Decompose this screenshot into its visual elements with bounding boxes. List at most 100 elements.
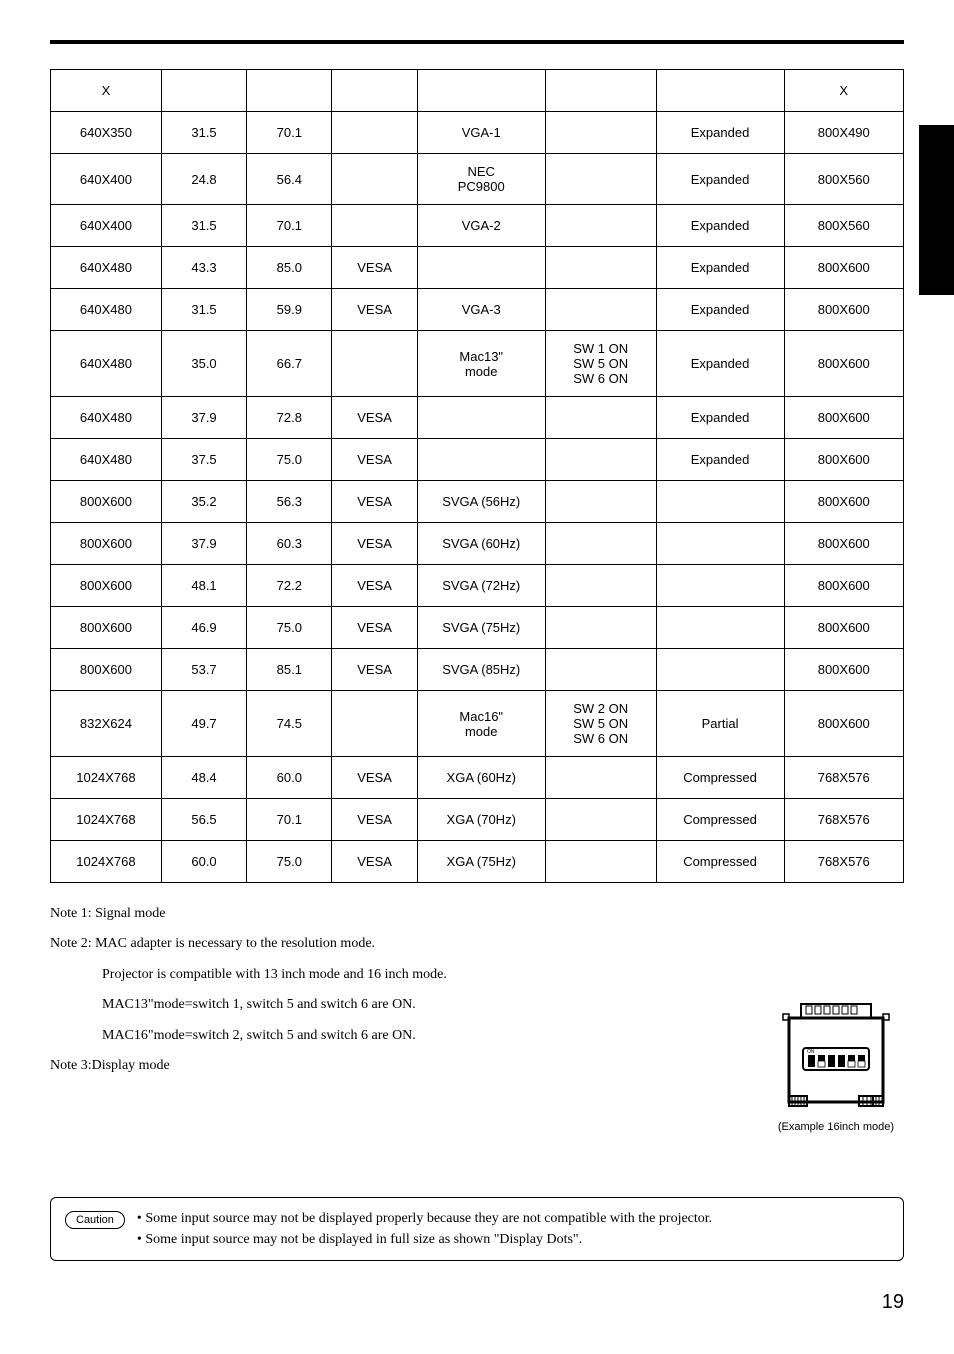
table-row: 800X60053.785.1VESASVGA (85Hz)800X600 xyxy=(51,649,904,691)
table-cell xyxy=(545,205,656,247)
table-cell: NECPC9800 xyxy=(417,154,545,205)
table-cell: 640X480 xyxy=(51,397,162,439)
table-cell: 56.5 xyxy=(161,799,246,841)
note-3: Note 3:Display mode xyxy=(50,1055,904,1077)
table-cell: 800X600 xyxy=(784,481,903,523)
table-cell: SVGA (72Hz) xyxy=(417,565,545,607)
note-1: Note 1: Signal mode xyxy=(50,903,904,925)
table-cell: 1024X768 xyxy=(51,841,162,883)
table-cell: 66.7 xyxy=(247,331,332,397)
table-header xyxy=(417,70,545,112)
table-cell: VESA xyxy=(332,247,417,289)
table-cell: Expanded xyxy=(656,247,784,289)
table-row: 640X40024.856.4NECPC9800Expanded800X560 xyxy=(51,154,904,205)
table-cell: 640X480 xyxy=(51,289,162,331)
table-cell: VESA xyxy=(332,649,417,691)
table-cell xyxy=(545,397,656,439)
table-cell xyxy=(545,439,656,481)
table-row: 800X60048.172.2VESASVGA (72Hz)800X600 xyxy=(51,565,904,607)
table-cell: 800X600 xyxy=(784,691,903,757)
table-cell: VESA xyxy=(332,841,417,883)
table-cell: 640X480 xyxy=(51,247,162,289)
caution-box: Caution • Some input source may not be d… xyxy=(50,1197,904,1261)
table-header: X xyxy=(784,70,903,112)
table-cell: Expanded xyxy=(656,397,784,439)
table-row: 640X48035.066.7Mac13"modeSW 1 ONSW 5 ONS… xyxy=(51,331,904,397)
table-cell: VESA xyxy=(332,565,417,607)
table-cell: 72.2 xyxy=(247,565,332,607)
table-row: 1024X76860.075.0VESAXGA (75Hz)Compressed… xyxy=(51,841,904,883)
table-cell: 74.5 xyxy=(247,691,332,757)
table-cell xyxy=(545,757,656,799)
table-cell: 800X600 xyxy=(784,397,903,439)
table-cell: Expanded xyxy=(656,112,784,154)
table-cell: 800X600 xyxy=(784,439,903,481)
table-cell xyxy=(417,439,545,481)
table-row: 640X48043.385.0VESA Expanded800X600 xyxy=(51,247,904,289)
table-cell: 35.0 xyxy=(161,331,246,397)
table-cell: Compressed xyxy=(656,799,784,841)
table-cell: Mac16"mode xyxy=(417,691,545,757)
table-cell: SVGA (85Hz) xyxy=(417,649,545,691)
table-cell xyxy=(332,112,417,154)
table-cell: 85.1 xyxy=(247,649,332,691)
table-cell: 640X480 xyxy=(51,331,162,397)
table-cell: 768X576 xyxy=(784,757,903,799)
table-cell: Expanded xyxy=(656,205,784,247)
diagram-caption: (Example 16inch mode) xyxy=(778,1121,894,1133)
table-cell xyxy=(545,154,656,205)
table-cell: 75.0 xyxy=(247,841,332,883)
table-row: 800X60037.960.3VESASVGA (60Hz)800X600 xyxy=(51,523,904,565)
table-header xyxy=(545,70,656,112)
table-header xyxy=(656,70,784,112)
table-cell: 1024X768 xyxy=(51,757,162,799)
table-cell: VESA xyxy=(332,799,417,841)
table-cell: 800X600 xyxy=(784,607,903,649)
table-cell: 640X480 xyxy=(51,439,162,481)
table-row: 640X48037.575.0VESAExpanded800X600 xyxy=(51,439,904,481)
table-cell: VGA-1 xyxy=(417,112,545,154)
dip-switch-icon: ON xyxy=(781,1000,891,1110)
table-cell: 800X560 xyxy=(784,205,903,247)
table-cell: SW 2 ONSW 5 ONSW 6 ON xyxy=(545,691,656,757)
table-cell: SVGA (60Hz) xyxy=(417,523,545,565)
table-cell: VESA xyxy=(332,397,417,439)
table-cell xyxy=(656,607,784,649)
table-cell: VGA-3 xyxy=(417,289,545,331)
table-cell: 800X600 xyxy=(51,565,162,607)
table-cell: 800X600 xyxy=(51,523,162,565)
table-cell: 800X600 xyxy=(784,649,903,691)
table-cell: 31.5 xyxy=(161,205,246,247)
header-divider xyxy=(50,40,904,44)
table-cell: Compressed xyxy=(656,841,784,883)
table-cell xyxy=(332,691,417,757)
table-cell: 800X600 xyxy=(784,247,903,289)
table-cell xyxy=(332,205,417,247)
table-cell: 800X600 xyxy=(51,607,162,649)
table-cell xyxy=(545,289,656,331)
table-row: 640X48037.972.8VESAExpanded800X600 xyxy=(51,397,904,439)
table-cell: 56.4 xyxy=(247,154,332,205)
table-cell: 35.2 xyxy=(161,481,246,523)
table-cell: 640X400 xyxy=(51,154,162,205)
note-2a: Projector is compatible with 13 inch mod… xyxy=(102,964,904,986)
table-cell: 85.0 xyxy=(247,247,332,289)
table-cell: 60.0 xyxy=(247,757,332,799)
table-cell: 72.8 xyxy=(247,397,332,439)
table-row: 640X35031.570.1VGA-1Expanded800X490 xyxy=(51,112,904,154)
notes-section: Note 1: Signal mode Note 2: MAC adapter … xyxy=(50,903,904,1077)
table-cell: 800X600 xyxy=(784,331,903,397)
table-row: 800X60035.256.3VESASVGA (56Hz)800X600 xyxy=(51,481,904,523)
table-cell: 46.9 xyxy=(161,607,246,649)
table-cell: XGA (70Hz) xyxy=(417,799,545,841)
table-cell: XGA (60Hz) xyxy=(417,757,545,799)
table-cell: 1024X768 xyxy=(51,799,162,841)
table-cell: 75.0 xyxy=(247,439,332,481)
table-cell: 53.7 xyxy=(161,649,246,691)
table-cell: Expanded xyxy=(656,439,784,481)
table-cell: VESA xyxy=(332,523,417,565)
table-cell: 800X600 xyxy=(784,565,903,607)
table-cell: 70.1 xyxy=(247,112,332,154)
table-cell: VESA xyxy=(332,607,417,649)
table-cell: 43.3 xyxy=(161,247,246,289)
